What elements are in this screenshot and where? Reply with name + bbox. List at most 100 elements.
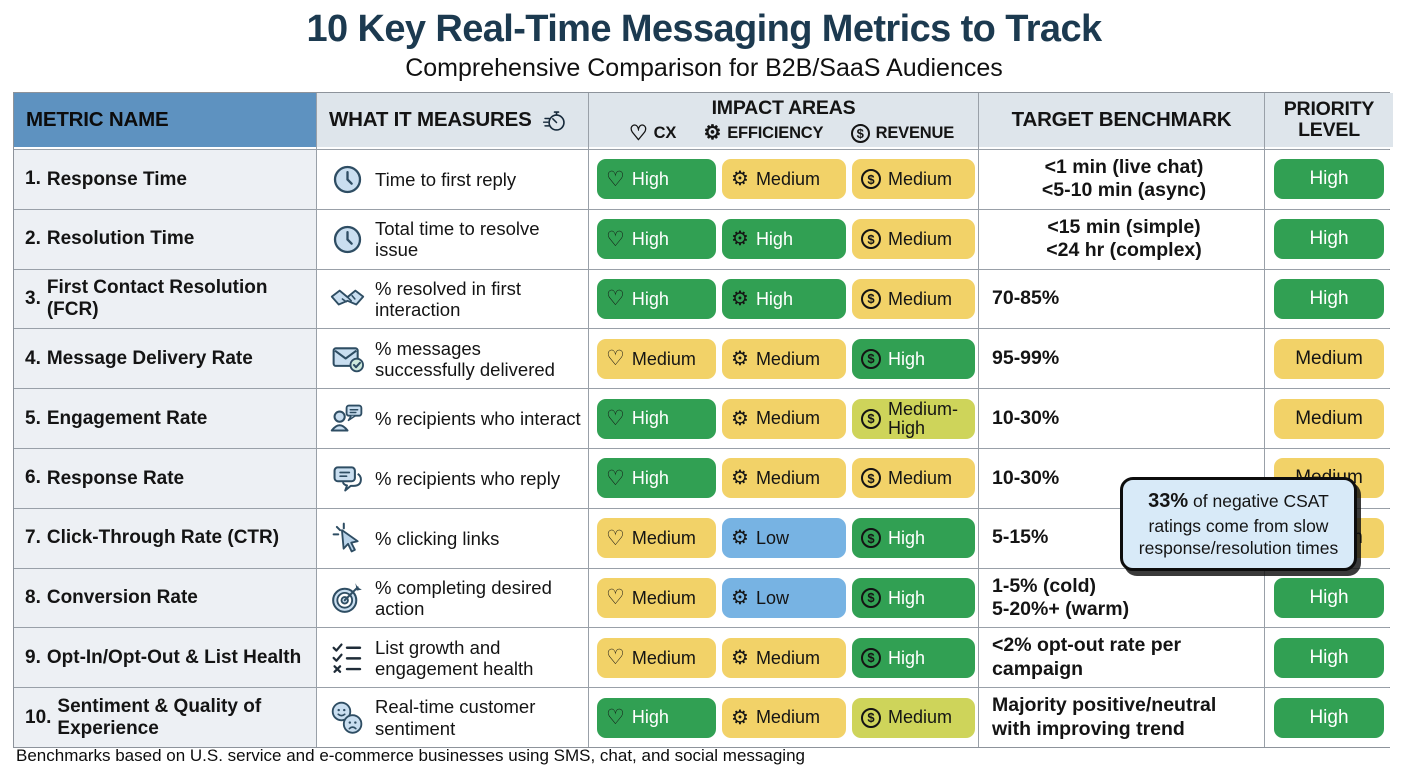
cx-impact-label: High — [631, 468, 669, 489]
priority-cell: Medium — [1265, 389, 1393, 448]
priority-badge: High — [1274, 697, 1384, 738]
revenue-impact-badge: $ High — [852, 637, 975, 678]
metric-name: Sentiment & Quality of Experience — [57, 695, 262, 739]
measure-cell: % recipients who reply — [317, 448, 588, 508]
efficiency-impact-label: Low — [755, 587, 789, 608]
priority-label: Medium — [1295, 407, 1363, 429]
benchmark-cell: 1-5% (cold) 5-20%+ (warm) — [979, 568, 1264, 628]
cx-impact-badge: ♡ High — [597, 398, 716, 439]
heart-icon: ♡ — [606, 287, 625, 311]
impact-cell: ♡ Medium ⚙ Medium $ High — [589, 329, 978, 389]
priority-badge: Medium — [1274, 398, 1384, 439]
metric-name-cell: 2. Resolution Time — [14, 209, 316, 269]
efficiency-impact-badge: ⚙ Low — [722, 577, 846, 618]
measure-cell: Real-time customer sentiment — [317, 688, 588, 747]
metric-number: 1. — [25, 168, 41, 190]
page-title: 10 Key Real-Time Messaging Metrics to Tr… — [306, 8, 1102, 50]
measure-cell: Time to first reply — [317, 150, 588, 209]
revenue-impact-label: Medium — [888, 707, 953, 728]
metric-number: 6. — [25, 467, 41, 489]
callout-stat-text: of negative CSAT ratings come from slow … — [1138, 491, 1339, 558]
revenue-impact-label: High — [888, 527, 926, 548]
measure-cell: % clicking links — [317, 508, 588, 568]
efficiency-impact-badge: ⚙ Medium — [722, 398, 846, 439]
efficiency-impact-label: Medium — [755, 707, 820, 728]
metric-name: Opt-In/Opt-Out & List Health — [46, 646, 302, 668]
cx-impact-badge: ♡ High — [597, 458, 716, 499]
benchmark-cell: <1 min (live chat) <5-10 min (async) — [979, 150, 1264, 209]
heart-icon: ♡ — [606, 586, 625, 610]
efficiency-impact-label: High — [755, 288, 793, 309]
header-target-benchmark: TARGET BENCHMARK — [979, 93, 1264, 149]
gear-icon: ⚙ — [731, 706, 749, 729]
metric-name-cell: 10. Sentiment & Quality of Experience — [14, 688, 316, 747]
cx-impact-badge: ♡ Medium — [597, 338, 716, 379]
cx-impact-badge: ♡ High — [597, 159, 716, 200]
metrics-table: METRIC NAME WHAT IT MEASURES IMPACT AREA… — [13, 92, 1393, 748]
gear-icon: ⚙ — [731, 228, 749, 251]
benchmark-line: <1 min (live chat) — [1044, 156, 1204, 178]
benchmark-line: <24 hr (complex) — [1046, 239, 1202, 262]
benchmark-line: <5-10 min (async) — [1041, 179, 1207, 202]
priority-label: Medium — [1295, 347, 1363, 369]
measure-text: Time to first reply — [375, 168, 517, 190]
metric-name: First Contact Resolution (FCR) — [46, 277, 268, 320]
cursor-click-icon — [329, 520, 366, 557]
dollar-icon: $ — [861, 587, 881, 608]
priority-badge: High — [1274, 159, 1384, 200]
metric-name-cell: 9. Opt-In/Opt-Out & List Health — [14, 628, 316, 688]
revenue-impact-badge: $ Medium — [852, 458, 975, 499]
gear-icon: ⚙ — [731, 527, 749, 550]
benchmark-line: <2% opt-out rate per campaign — [992, 634, 1182, 680]
revenue-label: REVENUE — [875, 123, 955, 142]
cx-impact-label: High — [631, 229, 669, 249]
header-priority-level: PRIORITY LEVEL — [1265, 93, 1393, 149]
measure-cell: List growth and engagement health — [317, 628, 588, 688]
efficiency-impact-badge: ⚙ High — [722, 219, 846, 260]
efficiency-impact-badge: ⚙ Low — [722, 518, 846, 559]
title-block: 10 Key Real-Time Messaging Metrics to Tr… — [0, 0, 1408, 83]
subheader-revenue: $ REVENUE — [850, 123, 955, 144]
impact-cell: ♡ High ⚙ High $ Medium — [589, 269, 978, 329]
benchmark-line: 5-20%+ (warm) — [992, 597, 1130, 620]
metric-name: Response Rate — [46, 467, 185, 489]
revenue-impact-badge: $ Medium — [852, 697, 975, 738]
priority-cell: High — [1265, 269, 1393, 329]
cx-impact-label: High — [631, 288, 669, 309]
cx-impact-label: Medium — [631, 647, 696, 668]
benchmark-cell: 70-85% — [979, 269, 1264, 329]
cx-impact-badge: ♡ Medium — [597, 577, 716, 618]
priority-cell: High — [1265, 628, 1393, 688]
cx-impact-label: Medium — [631, 348, 696, 369]
revenue-impact-label: Medium — [888, 288, 953, 309]
benchmark-line: 10-30% — [992, 466, 1060, 489]
revenue-impact-badge: $ High — [852, 518, 975, 559]
efficiency-impact-label: Medium — [755, 408, 820, 429]
benchmark-line: Majority positive/neutral with improving… — [992, 694, 1217, 740]
revenue-impact-badge: $ High — [852, 577, 975, 618]
heart-icon: ♡ — [606, 526, 625, 550]
heart-icon: ♡ — [606, 227, 625, 251]
benchmark-cell: <15 min (simple) <24 hr (complex) — [979, 209, 1264, 269]
metric-number: 10. — [25, 706, 52, 728]
impact-cell: ♡ Medium ⚙ Low $ High — [589, 568, 978, 628]
metric-name-cell: 4. Message Delivery Rate — [14, 329, 316, 389]
dollar-icon: $ — [861, 169, 881, 190]
metric-name: Click-Through Rate (CTR) — [46, 527, 280, 549]
priority-cell: High — [1265, 150, 1393, 209]
cx-impact-badge: ♡ Medium — [597, 518, 716, 559]
cx-impact-label: Medium — [631, 527, 696, 548]
measure-text: % messages successfully delivered — [375, 337, 555, 380]
dollar-icon: $ — [861, 647, 881, 668]
priority-badge: High — [1274, 637, 1384, 678]
efficiency-impact-badge: ⚙ Medium — [722, 697, 846, 738]
clock-icon — [329, 221, 366, 258]
benchmark-line: 70-85% — [992, 287, 1060, 310]
gear-icon: ⚙ — [731, 586, 749, 609]
benchmark-line: <15 min (simple) — [1047, 215, 1201, 238]
efficiency-impact-badge: ⚙ High — [722, 278, 846, 319]
dollar-icon: $ — [861, 408, 881, 429]
page-subtitle: Comprehensive Comparison for B2B/SaaS Au… — [405, 53, 1003, 82]
benchmark-line: 5-15% — [992, 526, 1049, 549]
benchmark-cell: 95-99% — [979, 329, 1264, 389]
